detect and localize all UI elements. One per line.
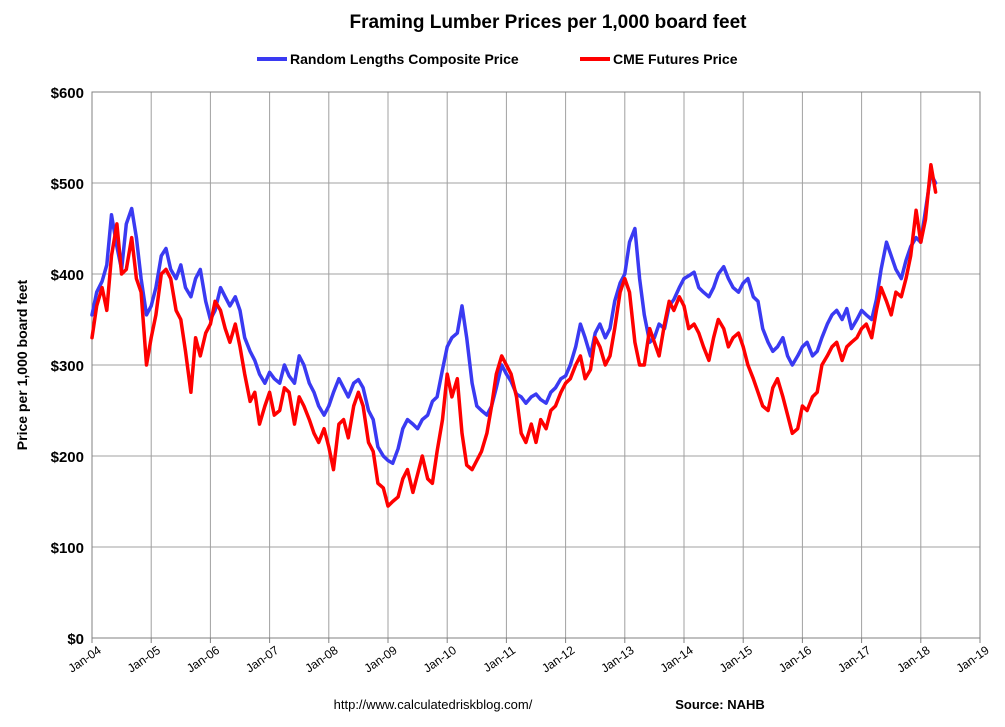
y-tick-label: $600 xyxy=(51,85,84,102)
y-tick-label: $0 xyxy=(67,631,84,648)
series-line-futures xyxy=(90,163,938,508)
y-tick-label: $100 xyxy=(51,540,84,557)
y-axis-ticks: $0 $100 $200 $300 $400 $500 $600 xyxy=(51,85,84,648)
y-tick-label: $400 xyxy=(51,267,84,284)
y-axis-label: Price per 1,000 board feet xyxy=(14,279,30,450)
legend-label-composite: Random Lengths Composite Price xyxy=(290,51,519,67)
plot-area-border xyxy=(91,91,981,639)
legend: Random Lengths Composite Price CME Futur… xyxy=(257,51,738,67)
y-tick-label: $500 xyxy=(51,176,84,193)
footer-url[interactable]: http://www.calculatedriskblog.com/ xyxy=(334,697,533,712)
chart-title: Framing Lumber Prices per 1,000 board fe… xyxy=(349,12,747,33)
y-tick-label: $300 xyxy=(51,358,84,375)
series-lines xyxy=(90,163,938,508)
y-tick-label: $200 xyxy=(51,449,84,466)
legend-label-futures: CME Futures Price xyxy=(613,51,738,67)
footer-source: Source: NAHB xyxy=(675,697,765,712)
